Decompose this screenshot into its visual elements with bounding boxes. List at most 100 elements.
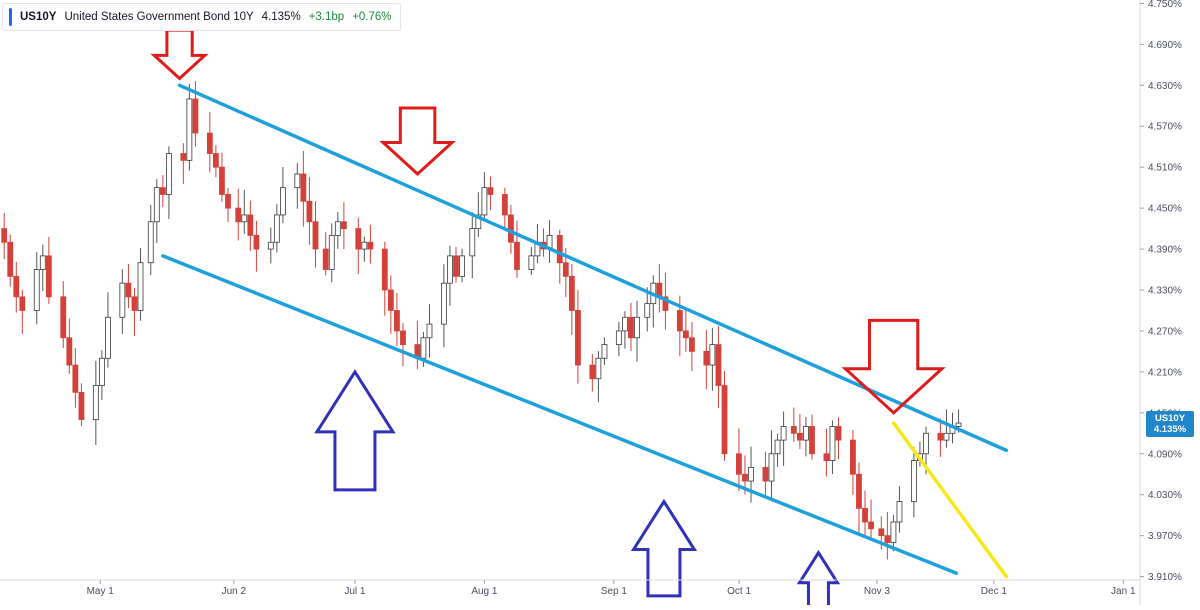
candle-up — [829, 426, 836, 461]
y-tick-label: 3.970% — [1148, 531, 1182, 542]
candle-up — [186, 98, 193, 161]
candle-down — [809, 426, 815, 455]
candle-down — [868, 521, 874, 530]
lower-channel-line — [161, 254, 959, 575]
price-tag-symbol: US10Y — [1154, 413, 1186, 425]
y-tick-label: 3.910% — [1148, 572, 1182, 583]
candle-up — [595, 357, 602, 380]
price-tag-value: 4.135% — [1153, 424, 1187, 436]
candle-down — [45, 255, 52, 298]
symbol-legend[interactable]: US10Y United States Government Bond 10Y … — [2, 3, 401, 31]
y-tick-label: 4.570% — [1148, 122, 1182, 133]
legend-price: 4.135% — [261, 11, 301, 23]
last-price-tag: US10Y 4.135% — [1146, 411, 1194, 438]
x-tick-label: Jan 1 — [1111, 586, 1136, 597]
candle-down — [253, 235, 260, 250]
candle-up — [119, 282, 126, 318]
candle-down — [862, 507, 868, 523]
candle-down — [514, 241, 520, 270]
candle-down — [878, 528, 885, 537]
candle-up — [440, 282, 447, 325]
candle-down — [562, 262, 569, 277]
candle-up — [92, 385, 99, 421]
y-tick-label: 4.750% — [1148, 0, 1182, 10]
candle-down — [736, 453, 742, 475]
candle-up — [709, 344, 716, 366]
candle-up — [137, 262, 144, 311]
candle-down — [682, 330, 689, 339]
candle-down — [192, 98, 199, 134]
candle-down — [381, 248, 388, 291]
candle-up — [280, 187, 286, 216]
down-arrow — [150, 28, 209, 81]
candle-up — [39, 255, 46, 270]
candle-up — [334, 221, 341, 236]
y-tick-label: 4.030% — [1148, 490, 1182, 501]
candle-down — [355, 228, 362, 250]
candle-down — [1, 228, 8, 243]
candle-down — [78, 391, 85, 421]
y-tick-label: 4.690% — [1148, 40, 1182, 51]
candle-up — [943, 432, 950, 441]
upper-channel-line — [177, 83, 1009, 453]
legend-name: United States Government Bond 10Y — [64, 11, 254, 23]
candle-up — [803, 426, 809, 441]
candle-down — [662, 296, 669, 311]
candle-up — [105, 316, 111, 359]
candle-up — [147, 221, 154, 264]
candle-up — [469, 228, 476, 257]
candle-up — [622, 316, 628, 332]
candle-up — [166, 153, 172, 195]
legend-change-pct: +0.76% — [352, 11, 392, 23]
candle-down — [322, 248, 329, 270]
candle-down — [937, 432, 944, 441]
candle-down — [721, 385, 728, 455]
x-tick-label: Sep 1 — [601, 586, 628, 597]
legend-color-marker — [9, 8, 12, 26]
x-tick-label: Jun 2 — [222, 586, 247, 597]
candle-down — [206, 132, 213, 154]
candle-down — [589, 364, 596, 380]
candle-down — [367, 241, 374, 250]
candle-down — [312, 221, 319, 250]
down-arrow — [841, 318, 946, 415]
candle-up — [910, 460, 917, 502]
candle-down — [556, 235, 563, 264]
candle-up — [748, 467, 754, 482]
down-arrow — [379, 106, 456, 177]
candle-up — [644, 303, 651, 318]
candle-down — [235, 207, 242, 223]
candle-up — [774, 439, 781, 455]
candle-up — [780, 426, 787, 441]
candle-down — [300, 173, 307, 202]
x-tick-label: Dec 1 — [981, 586, 1008, 597]
candle-up — [481, 187, 488, 216]
candle-down — [13, 275, 20, 298]
up-arrow — [630, 498, 698, 598]
candle-down — [790, 426, 797, 434]
candle-down — [159, 187, 166, 195]
candle-down — [453, 255, 459, 277]
candle-up — [33, 269, 40, 311]
projection-line — [891, 421, 1009, 579]
candle-down — [689, 337, 695, 352]
candle-down — [850, 439, 856, 475]
candle-down — [306, 200, 313, 223]
candle-up — [273, 214, 280, 243]
candle-up — [459, 255, 465, 277]
candle-up — [98, 357, 105, 386]
y-tick-label: 4.390% — [1148, 245, 1182, 256]
axes: 4.750% 4.690% 4.630% 4.570% 4.510% 4.450% 4.39… — [0, 0, 1182, 605]
candle-down — [676, 310, 683, 332]
candle-down — [66, 337, 73, 366]
legend-symbol: US10Y — [20, 11, 57, 23]
candle-down — [400, 330, 406, 345]
candle-up — [153, 187, 160, 223]
candle-down — [796, 432, 803, 441]
x-tick-label: May 1 — [87, 586, 115, 597]
candle-down — [501, 194, 508, 216]
candle-down — [180, 153, 187, 161]
candle-up — [361, 241, 368, 250]
